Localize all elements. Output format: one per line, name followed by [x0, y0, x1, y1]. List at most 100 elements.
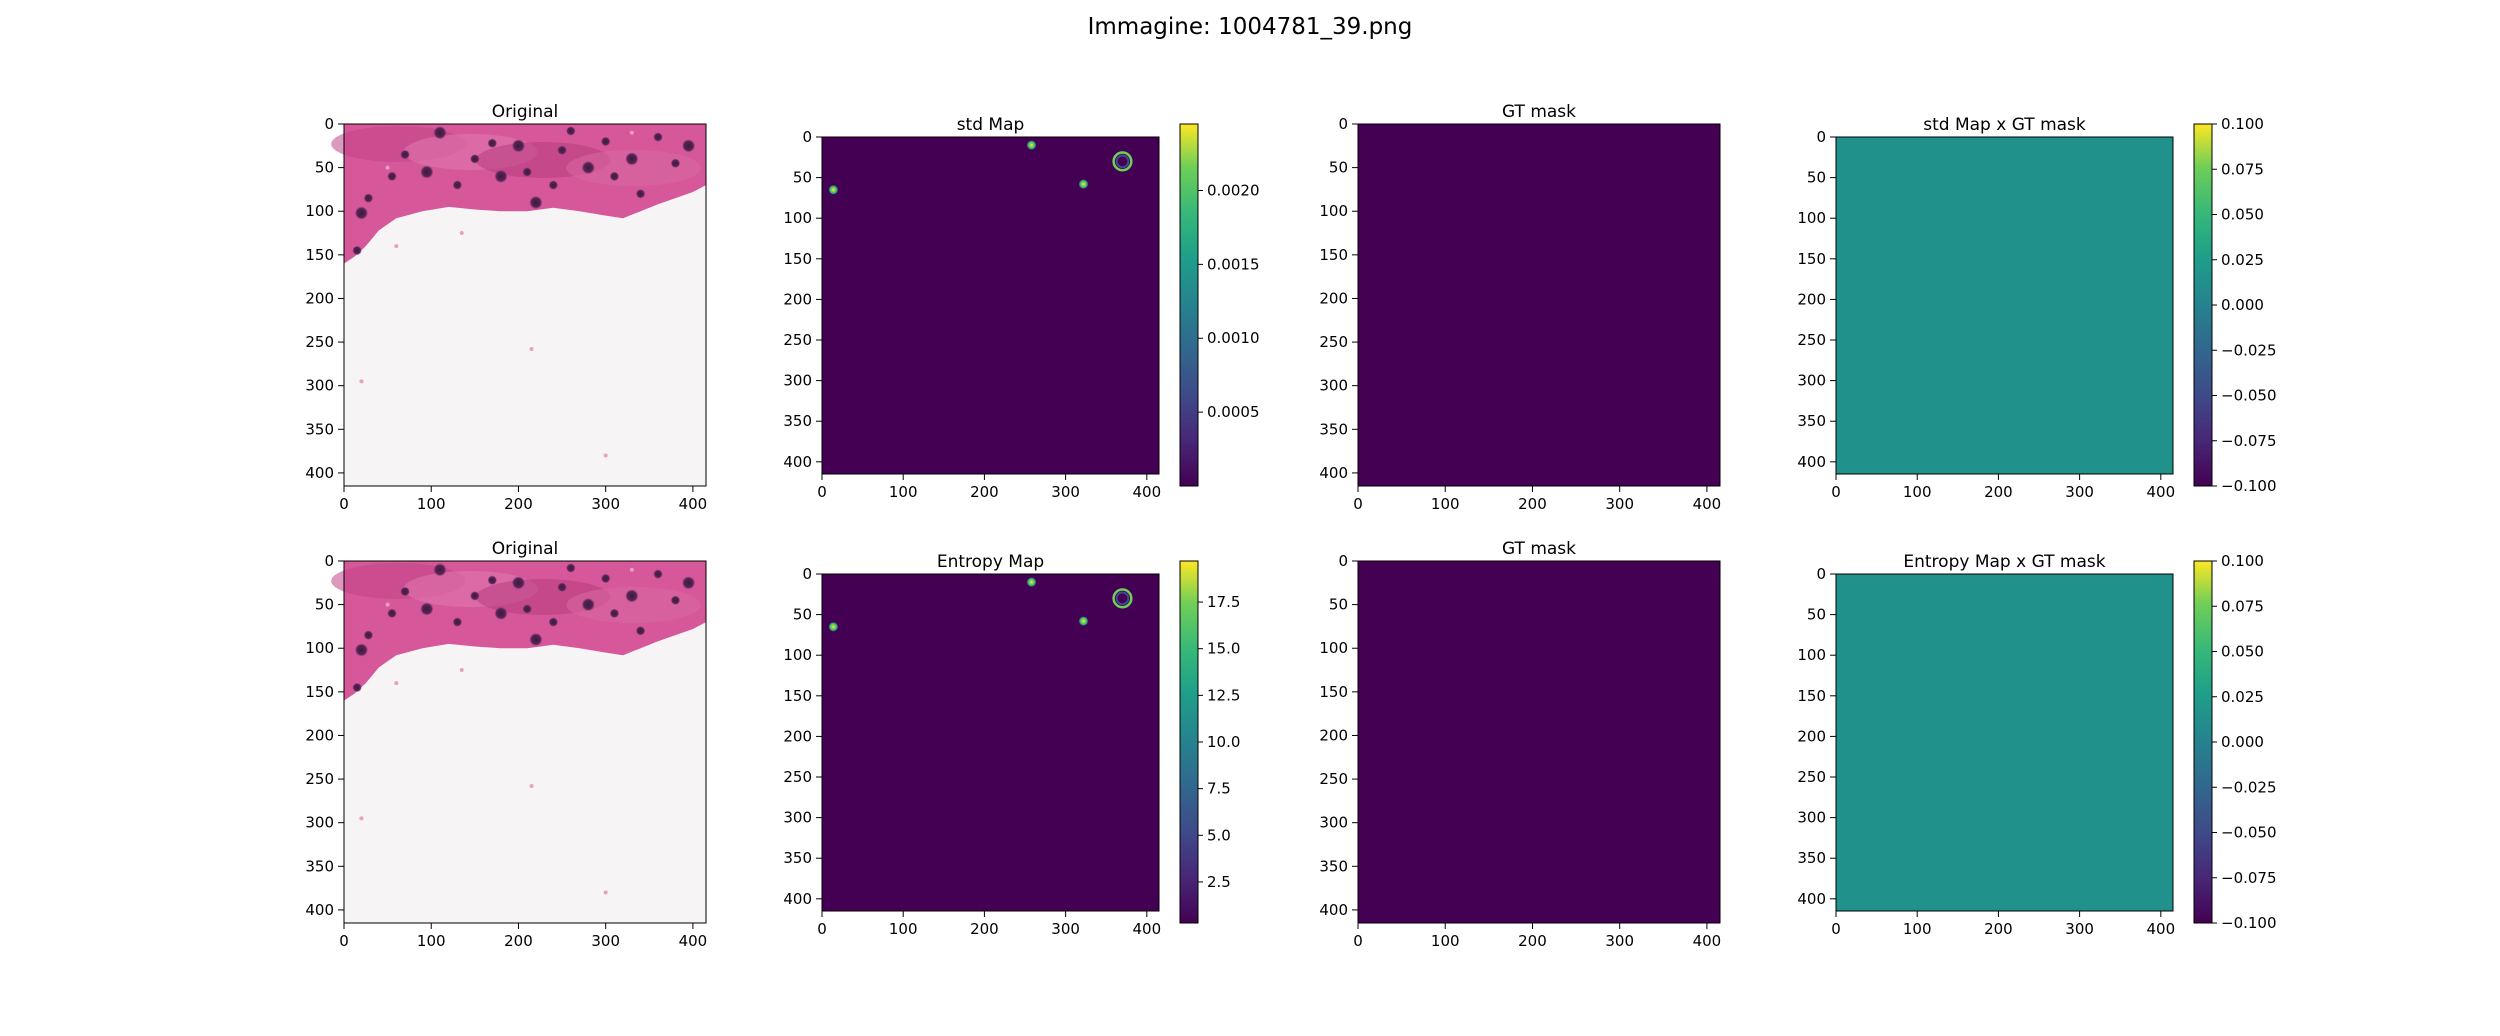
- panel-title: std Map x GT mask: [1923, 115, 2086, 135]
- colorbar: [2194, 124, 2212, 486]
- colorbar-tick-label: 0.000: [2221, 296, 2264, 314]
- y-tick-label: 150: [783, 250, 812, 268]
- x-tick-label: 200: [504, 932, 533, 950]
- colorbar-tick-label: 2.5: [1207, 873, 1231, 891]
- y-tick-label: 300: [305, 377, 334, 395]
- cell-nucleus: [494, 606, 508, 621]
- cell-nucleus: [548, 617, 559, 627]
- cell-nucleus: [354, 206, 369, 220]
- cell-nucleus: [670, 595, 681, 606]
- debris-speck: [459, 231, 464, 236]
- y-tick-label: 400: [1797, 890, 1826, 908]
- y-tick-label: 200: [783, 290, 812, 308]
- cell-nucleus: [625, 589, 639, 603]
- cell-nucleus: [452, 617, 463, 627]
- y-tick-label: 0: [1338, 115, 1348, 133]
- panel-gt-mask: GT mask 0 100 200 300 400 0 50 100 150 200 250 300 35…: [1319, 539, 1721, 950]
- y-tick-label: 0: [1338, 552, 1348, 570]
- x-tick-label: 300: [1051, 483, 1080, 501]
- cell-nucleus: [581, 597, 595, 612]
- hotspot: [828, 621, 839, 632]
- colorbar-tick-label: 0.0010: [1207, 329, 1260, 347]
- y-tick-label: 50: [1807, 169, 1826, 187]
- y-tick-label: 350: [305, 857, 334, 875]
- colorbar: [2194, 561, 2212, 923]
- cell-nucleus: [487, 575, 498, 585]
- x-tick-label: 300: [1605, 932, 1634, 950]
- cell-nucleus: [529, 632, 543, 647]
- cell-nucleus: [565, 126, 576, 136]
- cell-nucleus: [522, 604, 532, 614]
- cell-nucleus: [557, 145, 567, 155]
- y-tick-label: 200: [305, 289, 334, 307]
- y-tick-label: 400: [305, 464, 334, 482]
- y-tick-label: 0: [802, 565, 812, 583]
- x-tick-label: 100: [417, 495, 446, 513]
- x-tick-label: 300: [591, 495, 620, 513]
- colorbar-tick-label: 0.0015: [1207, 255, 1260, 273]
- cell-nucleus: [670, 158, 681, 169]
- hotspot-ring: [1112, 588, 1133, 609]
- cell-nucleus: [511, 139, 526, 153]
- y-tick-label: 200: [1319, 289, 1348, 307]
- colorbar-tick-label: 0.025: [2221, 688, 2264, 706]
- colorbar-tick-label: −0.050: [2221, 387, 2277, 405]
- cell-nucleus: [433, 126, 447, 140]
- cell-nucleus: [511, 576, 526, 590]
- debris-speck: [385, 602, 390, 607]
- cell-nucleus: [557, 582, 567, 592]
- cell-nucleus: [529, 195, 543, 210]
- cell-nucleus: [387, 171, 397, 182]
- cell-nucleus: [470, 154, 480, 164]
- hotspot-ring-inner: [1115, 154, 1130, 169]
- y-tick-label: 400: [783, 890, 812, 908]
- y-tick-label: 300: [1319, 814, 1348, 832]
- x-tick-label: 400: [679, 495, 708, 513]
- cell-nucleus: [420, 602, 434, 616]
- y-tick-label: 250: [305, 770, 334, 788]
- y-tick-label: 350: [783, 849, 812, 867]
- cell-nucleus: [635, 188, 646, 199]
- cell-nucleus: [352, 245, 362, 256]
- axes-frame: [821, 136, 1160, 475]
- y-tick-label: 50: [1807, 606, 1826, 624]
- debris-speck: [529, 784, 534, 789]
- cell-nucleus: [352, 682, 362, 693]
- x-tick-label: 0: [339, 495, 349, 513]
- y-tick-label: 100: [1319, 639, 1348, 657]
- y-tick-label: 250: [1319, 770, 1348, 788]
- y-tick-label: 200: [305, 726, 334, 744]
- x-tick-label: 300: [2065, 920, 2094, 938]
- colorbar-tick-label: −0.025: [2221, 778, 2277, 796]
- y-tick-label: 350: [1319, 420, 1348, 438]
- hotspot-ring: [1112, 151, 1133, 172]
- x-tick-label: 300: [2065, 483, 2094, 501]
- cell-nucleus: [681, 139, 696, 153]
- y-tick-label: 150: [1319, 246, 1348, 264]
- colorbar-tick-label: 12.5: [1207, 686, 1240, 704]
- colorbar: [1180, 124, 1198, 486]
- debris-speck: [459, 668, 464, 673]
- panel-title: Entropy Map x GT mask: [1903, 552, 2105, 572]
- y-tick-label: 400: [1319, 901, 1348, 919]
- x-tick-label: 200: [504, 495, 533, 513]
- y-tick-label: 250: [1797, 768, 1826, 786]
- y-tick-label: 150: [305, 683, 334, 701]
- x-tick-label: 0: [817, 483, 827, 501]
- x-tick-label: 400: [1693, 932, 1722, 950]
- x-tick-label: 300: [591, 932, 620, 950]
- colorbar-tick-label: −0.075: [2221, 432, 2277, 450]
- panel-title: GT mask: [1502, 102, 1576, 122]
- y-tick-label: 300: [783, 372, 812, 390]
- panel-title: Original: [492, 102, 559, 122]
- cell-nucleus: [653, 569, 663, 579]
- cell-nucleus: [609, 171, 620, 182]
- map-background: [1358, 561, 1720, 923]
- hotspot: [1078, 616, 1089, 627]
- cell-nucleus: [581, 160, 595, 175]
- cell-nucleus: [387, 608, 397, 619]
- panel-original: Original 0 100 200 300 400 0 50 100 150 200 250 300 3…: [305, 102, 707, 513]
- y-tick-label: 350: [1797, 849, 1826, 867]
- cell-nucleus: [522, 167, 532, 177]
- colorbar-tick-label: −0.100: [2221, 477, 2277, 495]
